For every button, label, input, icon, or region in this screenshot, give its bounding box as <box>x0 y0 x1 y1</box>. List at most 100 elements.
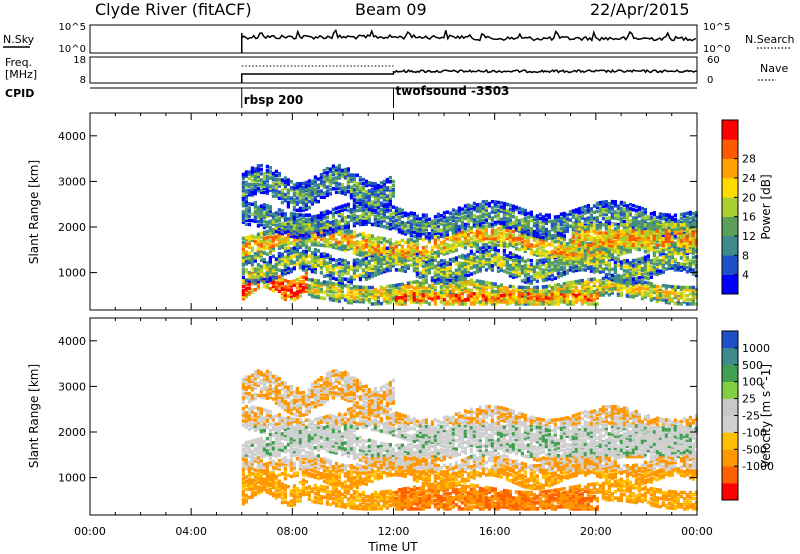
power-cell <box>592 216 596 221</box>
power-cell <box>331 180 335 185</box>
power-cell <box>373 243 377 247</box>
power-cell <box>334 223 338 227</box>
power-cell <box>385 288 389 293</box>
power-cell <box>241 255 245 259</box>
power-cell <box>379 259 383 263</box>
power-cell <box>364 261 368 265</box>
power-cell <box>376 198 380 202</box>
power-cell <box>340 237 344 241</box>
power-cell <box>607 287 611 291</box>
power-cell <box>481 228 485 233</box>
power-cell <box>286 182 290 186</box>
power-cell <box>460 281 464 285</box>
power-cell <box>271 231 275 236</box>
power-cell <box>280 190 284 195</box>
power-cell <box>520 296 524 300</box>
power-cell <box>592 237 596 241</box>
power-cell <box>487 291 491 296</box>
power-cell <box>412 260 416 264</box>
power-cell <box>487 298 491 302</box>
power-cell <box>601 249 605 254</box>
power-cell <box>337 226 341 230</box>
power-cell <box>457 281 461 285</box>
power-cell <box>589 225 593 229</box>
power-cell <box>241 244 245 249</box>
power-cell <box>502 204 506 208</box>
power-cell <box>340 283 344 287</box>
power-cell <box>316 255 320 259</box>
power-cell <box>415 253 419 258</box>
power-cell <box>277 192 281 196</box>
power-cell <box>295 192 299 196</box>
power-cell <box>259 222 263 227</box>
power-cell <box>346 181 350 186</box>
power-cell <box>589 296 593 300</box>
power-cell <box>349 236 353 240</box>
power-cell <box>397 207 401 211</box>
power-cell <box>388 216 392 221</box>
power-cell <box>373 188 377 192</box>
power-cell <box>457 267 461 271</box>
power-cell <box>493 210 497 214</box>
power-cell <box>412 294 416 298</box>
power-cell <box>265 242 269 246</box>
power-cell <box>319 179 323 183</box>
power-cell <box>427 258 431 263</box>
power-cell <box>295 290 299 294</box>
power-cell <box>544 267 548 272</box>
power-cell <box>481 220 485 225</box>
power-cell <box>370 240 374 245</box>
power-cell <box>496 239 500 243</box>
power-cell <box>469 282 473 286</box>
power-cell <box>298 194 302 198</box>
power-cell <box>334 282 338 286</box>
power-cell <box>562 289 566 294</box>
power-cell <box>475 233 479 237</box>
power-cell <box>520 258 524 263</box>
power-cell <box>394 206 398 210</box>
power-cell <box>439 232 443 236</box>
power-cell <box>283 194 287 199</box>
power-cell <box>307 195 311 200</box>
power-cell <box>340 281 344 285</box>
power-cell <box>367 285 371 290</box>
power-cell <box>259 270 263 275</box>
power-cell <box>388 252 392 256</box>
power-cell <box>268 251 272 255</box>
power-cell <box>307 236 311 240</box>
power-cell <box>370 234 374 238</box>
power-cell <box>337 262 341 266</box>
power-cell <box>265 170 269 175</box>
power-cell <box>343 205 347 210</box>
power-cell <box>415 245 419 249</box>
power-cell <box>616 222 620 227</box>
power-cell <box>535 226 539 230</box>
power-cell <box>382 202 386 206</box>
power-cell <box>331 224 335 228</box>
power-cell <box>367 197 371 201</box>
power-cell <box>517 235 521 239</box>
power-cell <box>310 284 314 288</box>
power-cell <box>400 286 404 291</box>
power-cell <box>421 256 425 260</box>
power-cell <box>328 175 332 180</box>
power-cell <box>565 289 569 294</box>
power-cell <box>487 257 491 262</box>
power-cell <box>301 208 305 212</box>
power-cell <box>388 186 392 190</box>
power-cell <box>370 236 374 240</box>
power-cell <box>505 232 509 237</box>
power-cell <box>313 225 317 229</box>
power-cell <box>508 292 512 296</box>
power-cell <box>262 203 266 207</box>
power-cell <box>241 199 245 204</box>
power-cell <box>424 225 428 230</box>
power-cell <box>517 287 521 292</box>
power-cell <box>337 166 341 170</box>
power-cell <box>568 302 572 306</box>
power-cell <box>619 207 623 211</box>
power-cell <box>391 260 395 265</box>
power-cell <box>241 250 245 255</box>
power-cell <box>307 286 311 290</box>
power-cell <box>397 217 401 222</box>
